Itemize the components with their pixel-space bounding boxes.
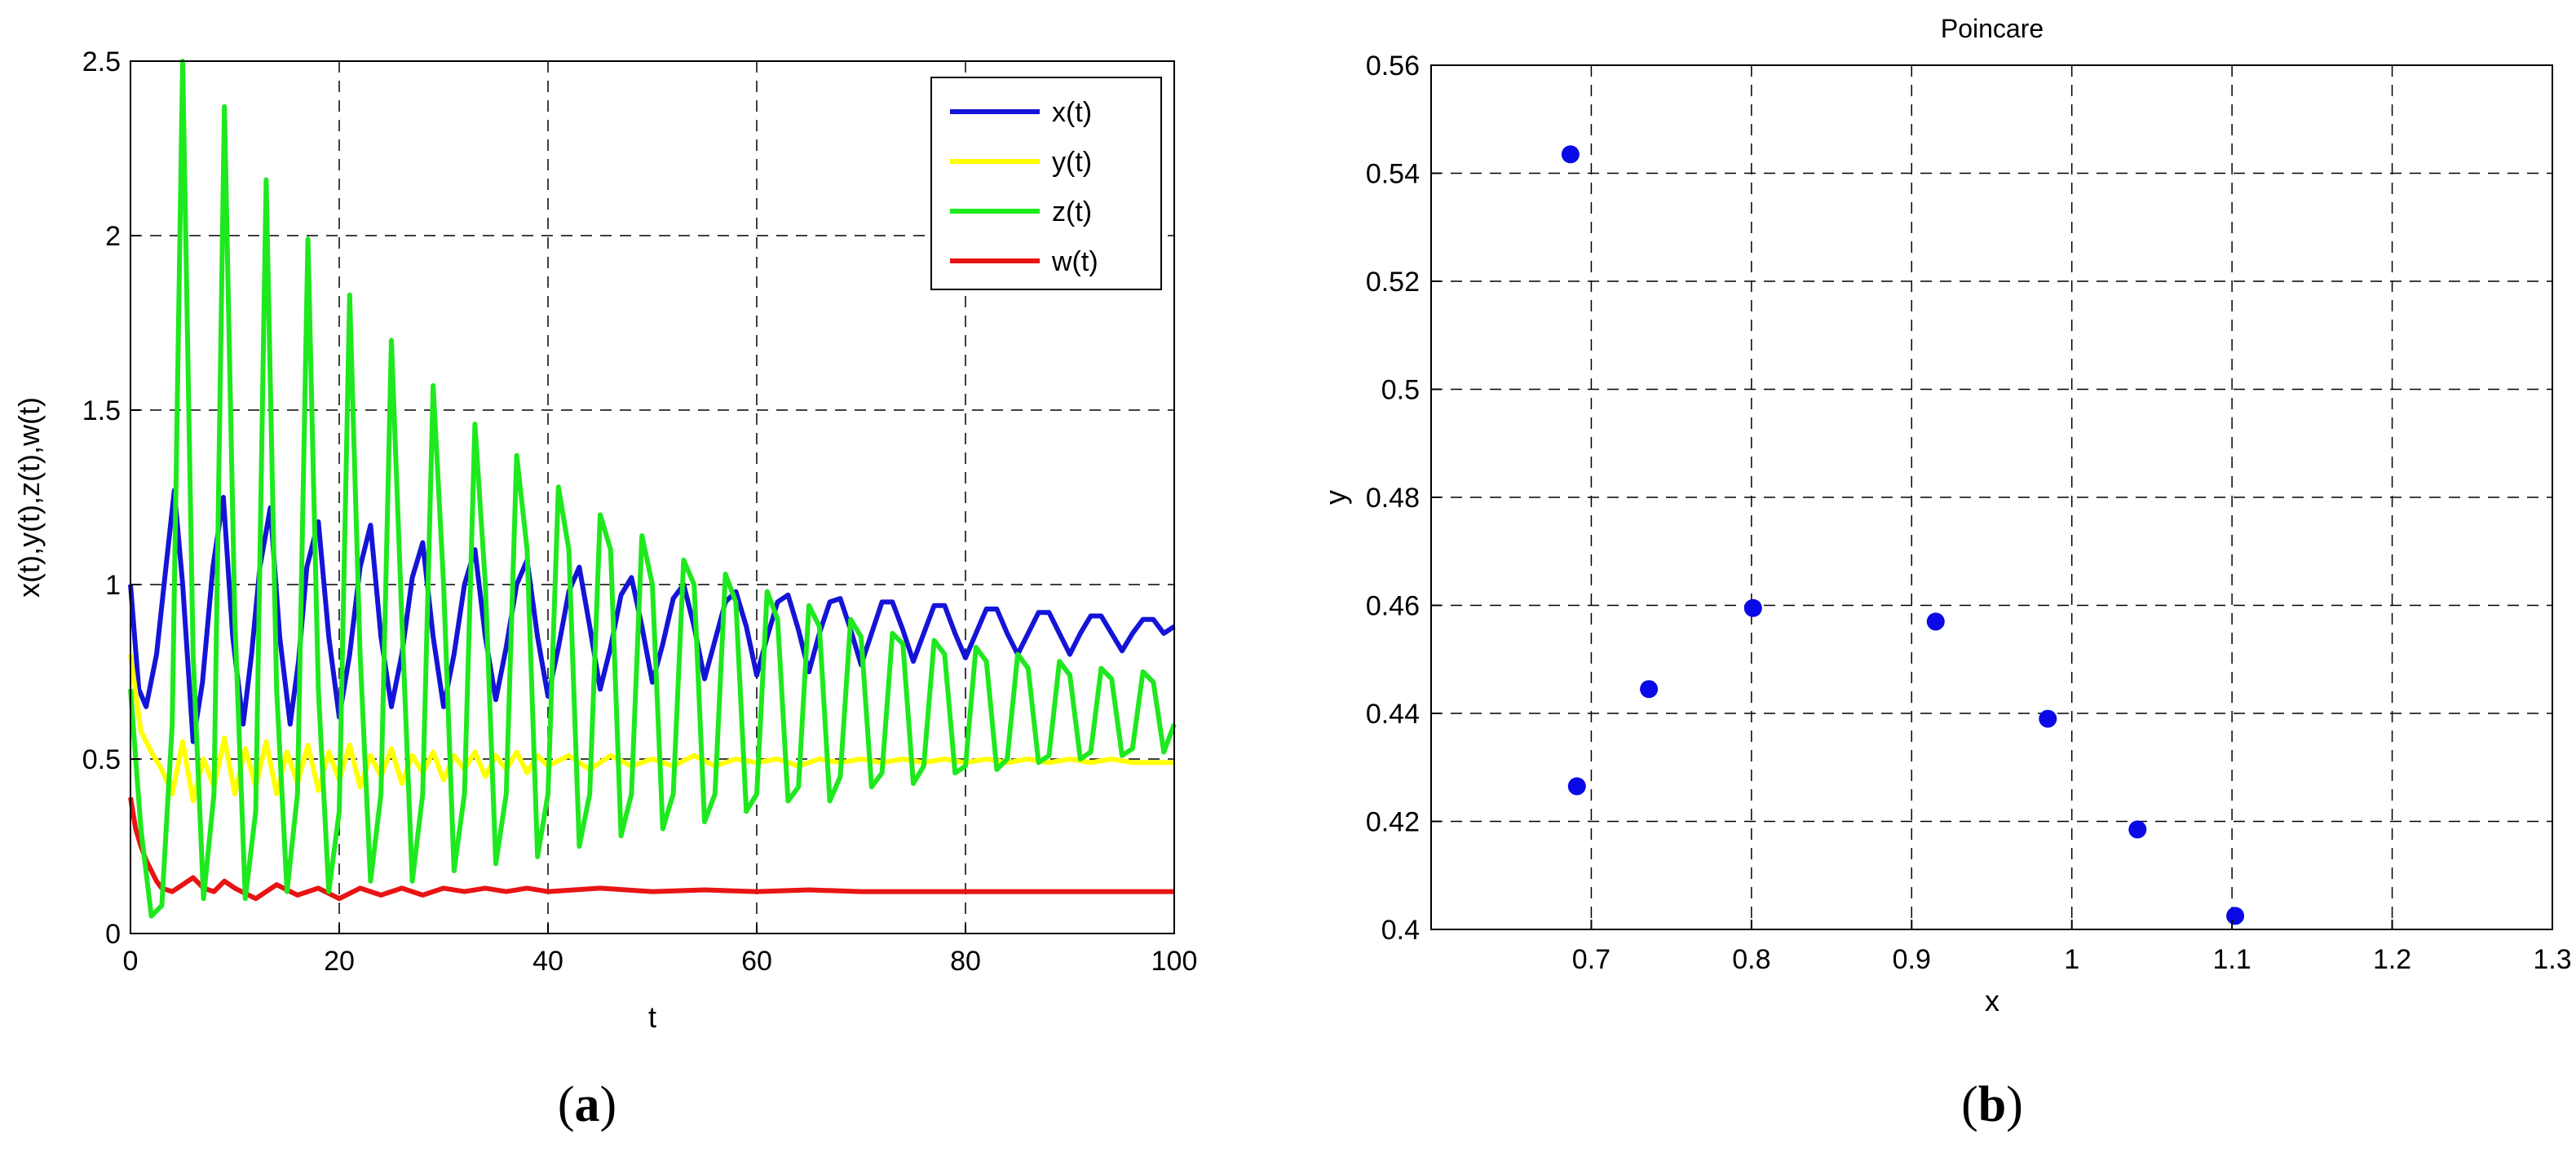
data-point xyxy=(1743,598,1762,617)
panel-b-points xyxy=(1561,145,2245,925)
series-wt-line xyxy=(128,797,1174,902)
data-point xyxy=(1640,680,1659,699)
panel-a-xlabel: t xyxy=(648,1000,656,1034)
panel-a-axes-box xyxy=(130,60,1175,934)
series-yt-line xyxy=(128,654,1174,804)
series-xt-line xyxy=(128,488,1176,744)
y-tick-label: 2 xyxy=(105,221,121,252)
legend-label-zt: z(t) xyxy=(1052,196,1092,227)
panel-b-ylabel: y xyxy=(1319,490,1352,505)
x-tick-label: 1 xyxy=(2064,944,2079,975)
y-tick-label: 0 xyxy=(105,919,121,950)
data-point xyxy=(1567,777,1586,796)
panel-a-ylabel: x(t),y(t),z(t),w(t) xyxy=(12,397,46,598)
x-tick-label: 0.7 xyxy=(1572,944,1611,975)
y-tick-label: 1 xyxy=(105,570,121,601)
y-tick-label: 1.5 xyxy=(82,395,121,426)
data-point xyxy=(2039,709,2057,728)
panel-a-legend: x(t) y(t) z(t) w(t) xyxy=(930,77,1162,290)
legend-label-wt: w(t) xyxy=(1051,246,1098,277)
panel-b-plot-area xyxy=(1431,65,2552,929)
x-tick-label: 60 xyxy=(741,946,772,977)
x-tick-label: 80 xyxy=(950,946,981,977)
panel-b-grid xyxy=(1431,65,2552,929)
series-zt-line xyxy=(128,59,1177,919)
y-tick-label: 0.5 xyxy=(1381,375,1420,406)
y-tick-label: 0.4 xyxy=(1381,915,1420,946)
x-tick-label: 0.9 xyxy=(1893,944,1931,975)
legend-label-yt: y(t) xyxy=(1052,147,1092,178)
x-tick-label: 1.1 xyxy=(2213,944,2251,975)
y-tick-label: 0.42 xyxy=(1366,807,1420,838)
y-tick-label: 0.52 xyxy=(1366,267,1420,298)
panel-a-caption: (a) xyxy=(558,1077,616,1132)
data-point xyxy=(1926,612,1945,631)
y-tick-label: 0.54 xyxy=(1366,159,1420,190)
panel-a-time-series: 0 20 40 60 80 100 0 0.5 1 1.5 2 2.5 t x(t),y(t),z(t… xyxy=(12,46,1197,1132)
x-tick-label: 20 xyxy=(324,946,355,977)
x-tick-label: 1.3 xyxy=(2533,944,2571,975)
y-tick-label: 0.46 xyxy=(1366,591,1420,622)
data-point xyxy=(2226,907,2245,925)
y-tick-label: 0.44 xyxy=(1366,699,1420,730)
y-tick-label: 0.56 xyxy=(1366,51,1420,82)
panel-b-poincare: Poincare 0.7 0.8 0.9 1 1.1 1.2 1.30.40.420.440… xyxy=(1319,14,2572,1132)
x-tick-label: 0 xyxy=(123,946,139,977)
y-tick-label: 0.5 xyxy=(82,744,121,775)
panel-b-title: Poincare xyxy=(1941,14,2044,43)
x-tick-label: 1.2 xyxy=(2373,944,2411,975)
data-point xyxy=(2128,820,2147,839)
panel-b-ticks: 0.7 0.8 0.9 1 1.1 1.2 1.3 0.4 0.42 0.44 0.46 0.48 0.… xyxy=(1366,51,2572,975)
panel-a-ticks: 0 20 40 60 80 100 0 0.5 1 1.5 2 2.5 xyxy=(82,46,1198,977)
x-tick-label: 100 xyxy=(1151,946,1198,977)
legend-label-xt: x(t) xyxy=(1052,97,1092,128)
x-tick-label: 40 xyxy=(532,946,563,977)
data-point xyxy=(1561,145,1580,164)
panel-a-series xyxy=(128,59,1177,919)
y-tick-label: 0.48 xyxy=(1366,483,1420,514)
panel-b-caption: (b) xyxy=(1961,1077,2023,1132)
panel-b-xlabel: x xyxy=(1985,984,1999,1017)
y-tick-label: 2.5 xyxy=(82,46,121,77)
x-tick-label: 0.8 xyxy=(1732,944,1770,975)
